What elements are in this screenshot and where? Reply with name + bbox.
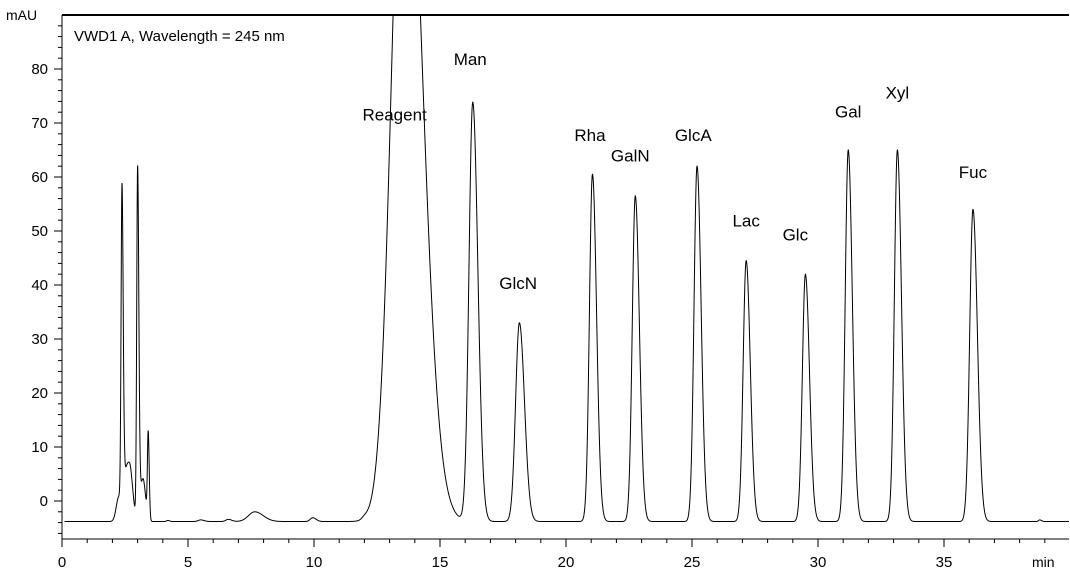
- x-tick-label: 20: [558, 554, 575, 571]
- legend-text: VWD1 A, Wavelength = 245 nm: [74, 28, 285, 45]
- y-ticks: 0 10 20 30 40 50 60 70 80: [31, 25, 62, 534]
- y-axis-unit-label: mAU: [6, 7, 37, 23]
- y-tick-label: 80: [31, 61, 48, 78]
- peak-label: Gal: [835, 103, 861, 122]
- x-tick-label: 25: [684, 554, 701, 571]
- x-tick-label: 5: [184, 554, 192, 571]
- y-tick-label: 50: [31, 223, 48, 240]
- peak-label: GlcA: [675, 126, 713, 145]
- y-tick-label: 20: [31, 385, 48, 402]
- peak-labels: Reagent Man GlcN Rha GalN GlcA Lac Glc Gal Xyl Fuc: [362, 50, 987, 293]
- x-ticks: 0 5 10 15 20 25 30 35: [58, 539, 1046, 571]
- x-tick-label: 10: [306, 554, 323, 571]
- x-tick-label: 15: [432, 554, 449, 571]
- peak-label: GlcN: [499, 274, 537, 293]
- x-axis-unit-label: min: [1032, 554, 1055, 570]
- x-tick-label: 35: [936, 554, 953, 571]
- peak-label: Reagent: [362, 105, 427, 124]
- peak-label: Xyl: [886, 84, 910, 103]
- y-tick-label: 60: [31, 169, 48, 186]
- peak-label: GalN: [611, 146, 650, 165]
- peak-label: Glc: [783, 226, 809, 245]
- x-tick-label: 0: [58, 554, 66, 571]
- peak-label: Rha: [574, 126, 606, 145]
- y-tick-label: 40: [31, 277, 48, 294]
- y-tick-label: 70: [31, 115, 48, 132]
- x-tick-label: 30: [810, 554, 827, 571]
- peak-label: Man: [454, 50, 487, 69]
- signal-trace: [64, 14, 1069, 523]
- y-tick-label: 30: [31, 331, 48, 348]
- peak-label: Lac: [732, 212, 760, 231]
- y-tick-label: 0: [40, 493, 48, 510]
- axes: [61, 14, 1069, 540]
- y-tick-label: 10: [31, 439, 48, 456]
- peak-label: Fuc: [959, 163, 988, 182]
